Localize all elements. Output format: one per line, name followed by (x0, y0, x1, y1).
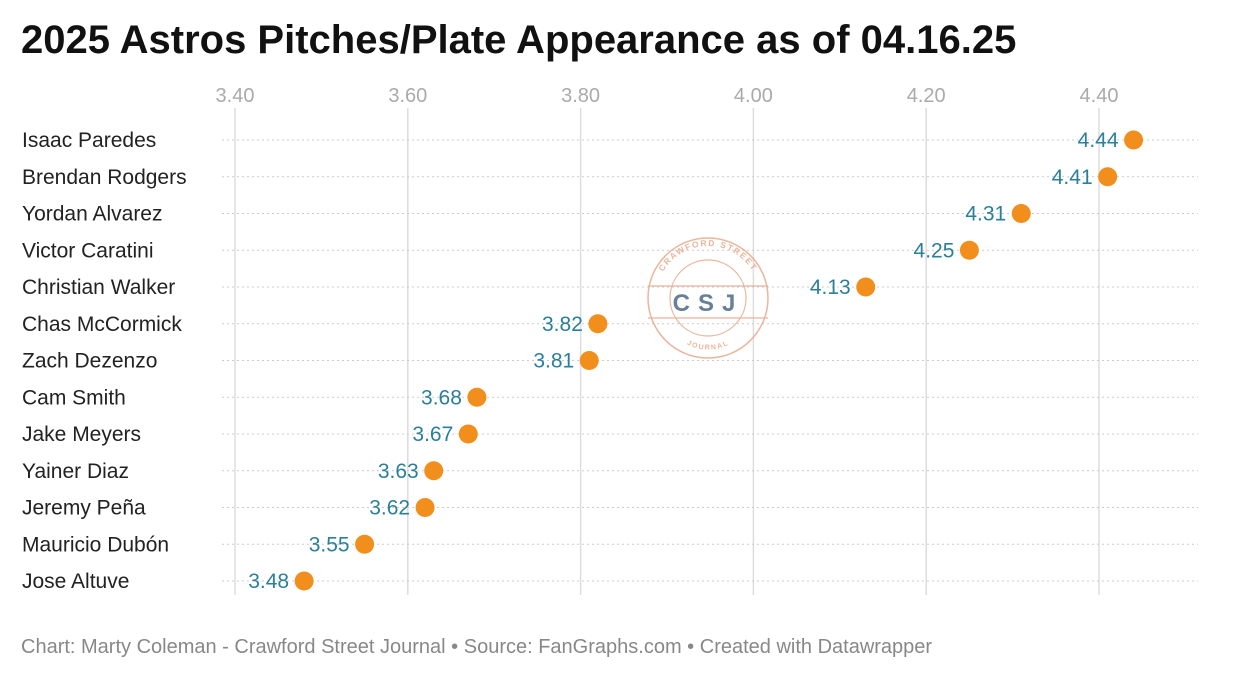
data-point (415, 498, 435, 517)
x-tick-label: 4.40 (1080, 85, 1119, 107)
player-name: Brendan Rodgers (22, 166, 187, 189)
value-label: 4.25 (914, 239, 955, 262)
value-labels: 4.44 4.41 4.31 4.25 4.13 3.82 3.81 3.68 3.67 3.63… (248, 129, 1119, 593)
data-point (1098, 167, 1118, 187)
value-label: 3.81 (533, 350, 574, 373)
value-label: 3.68 (421, 386, 462, 409)
watermark-monogram: CSJ (673, 290, 744, 317)
value-label: 3.67 (412, 423, 453, 446)
data-points (294, 130, 1144, 591)
player-name: Victor Caratini (22, 239, 154, 262)
player-name-labels: Isaac Paredes Brendan Rodgers Yordan Alvar… (22, 129, 187, 593)
value-label: 3.55 (309, 533, 350, 556)
csj-watermark: CRAWFORD STREET CSJ JOURNAL (647, 237, 769, 359)
value-label: 3.62 (369, 497, 410, 520)
data-point (1011, 204, 1031, 223)
player-name: Mauricio Dubón (22, 533, 169, 556)
data-point (294, 571, 314, 591)
data-point (856, 277, 876, 297)
data-point (355, 534, 375, 554)
player-name: Jake Meyers (22, 423, 141, 446)
value-label: 3.63 (378, 460, 419, 483)
x-tick-label: 3.40 (216, 85, 255, 107)
footer-source: Source: FanGraphs.com (463, 636, 682, 658)
x-tick-label: 3.80 (561, 85, 600, 107)
player-name: Chas McCormick (22, 313, 182, 336)
player-name: Zach Dezenzo (22, 350, 157, 373)
value-label: 4.41 (1052, 166, 1093, 189)
value-label: 3.48 (248, 570, 289, 593)
player-name: Yordan Alvarez (22, 203, 163, 226)
data-point (1124, 130, 1144, 150)
grid-lines (234, 108, 1100, 595)
data-point (424, 461, 444, 481)
player-name: Jeremy Peña (22, 497, 146, 520)
watermark-inner-ring (669, 259, 747, 337)
chart-title: 2025 Astros Pitches/Plate Appearance as … (21, 18, 1017, 62)
watermark-arc-top-text: CRAWFORD STREET (656, 238, 759, 273)
value-label: 4.13 (810, 276, 851, 299)
x-tick-label: 4.20 (907, 85, 946, 107)
data-point (579, 351, 599, 370)
dot-plot: 3.40 3.60 3.80 4.00 4.20 4.40 CRAWFORD STREET… (22, 85, 1198, 595)
watermark-outer-ring (647, 237, 769, 359)
data-point (458, 424, 478, 444)
value-label: 3.82 (542, 313, 583, 336)
player-name: Cam Smith (22, 386, 126, 409)
watermark-arc-bottom-text: JOURNAL (686, 340, 730, 352)
chart-footer: Chart: Marty Coleman - Crawford Street J… (21, 636, 932, 659)
x-tick-label: 3.60 (388, 85, 427, 107)
player-name: Isaac Paredes (22, 129, 156, 152)
data-point (959, 240, 979, 260)
player-name: Christian Walker (22, 276, 175, 299)
x-axis-tick-labels: 3.40 3.60 3.80 4.00 4.20 4.40 (216, 85, 1119, 107)
player-name: Jose Altuve (22, 570, 129, 593)
value-label: 4.31 (965, 203, 1006, 226)
player-name: Yainer Diaz (22, 460, 129, 483)
footer-separator: • (451, 636, 459, 658)
data-point (467, 387, 487, 407)
data-point (588, 314, 608, 334)
footer-tool: Created with Datawrapper (699, 636, 933, 658)
x-tick-label: 4.00 (734, 85, 773, 107)
footer-credit: Chart: Marty Coleman - Crawford Street J… (21, 636, 446, 658)
value-label: 4.44 (1078, 129, 1119, 152)
footer-separator: • (687, 636, 695, 658)
